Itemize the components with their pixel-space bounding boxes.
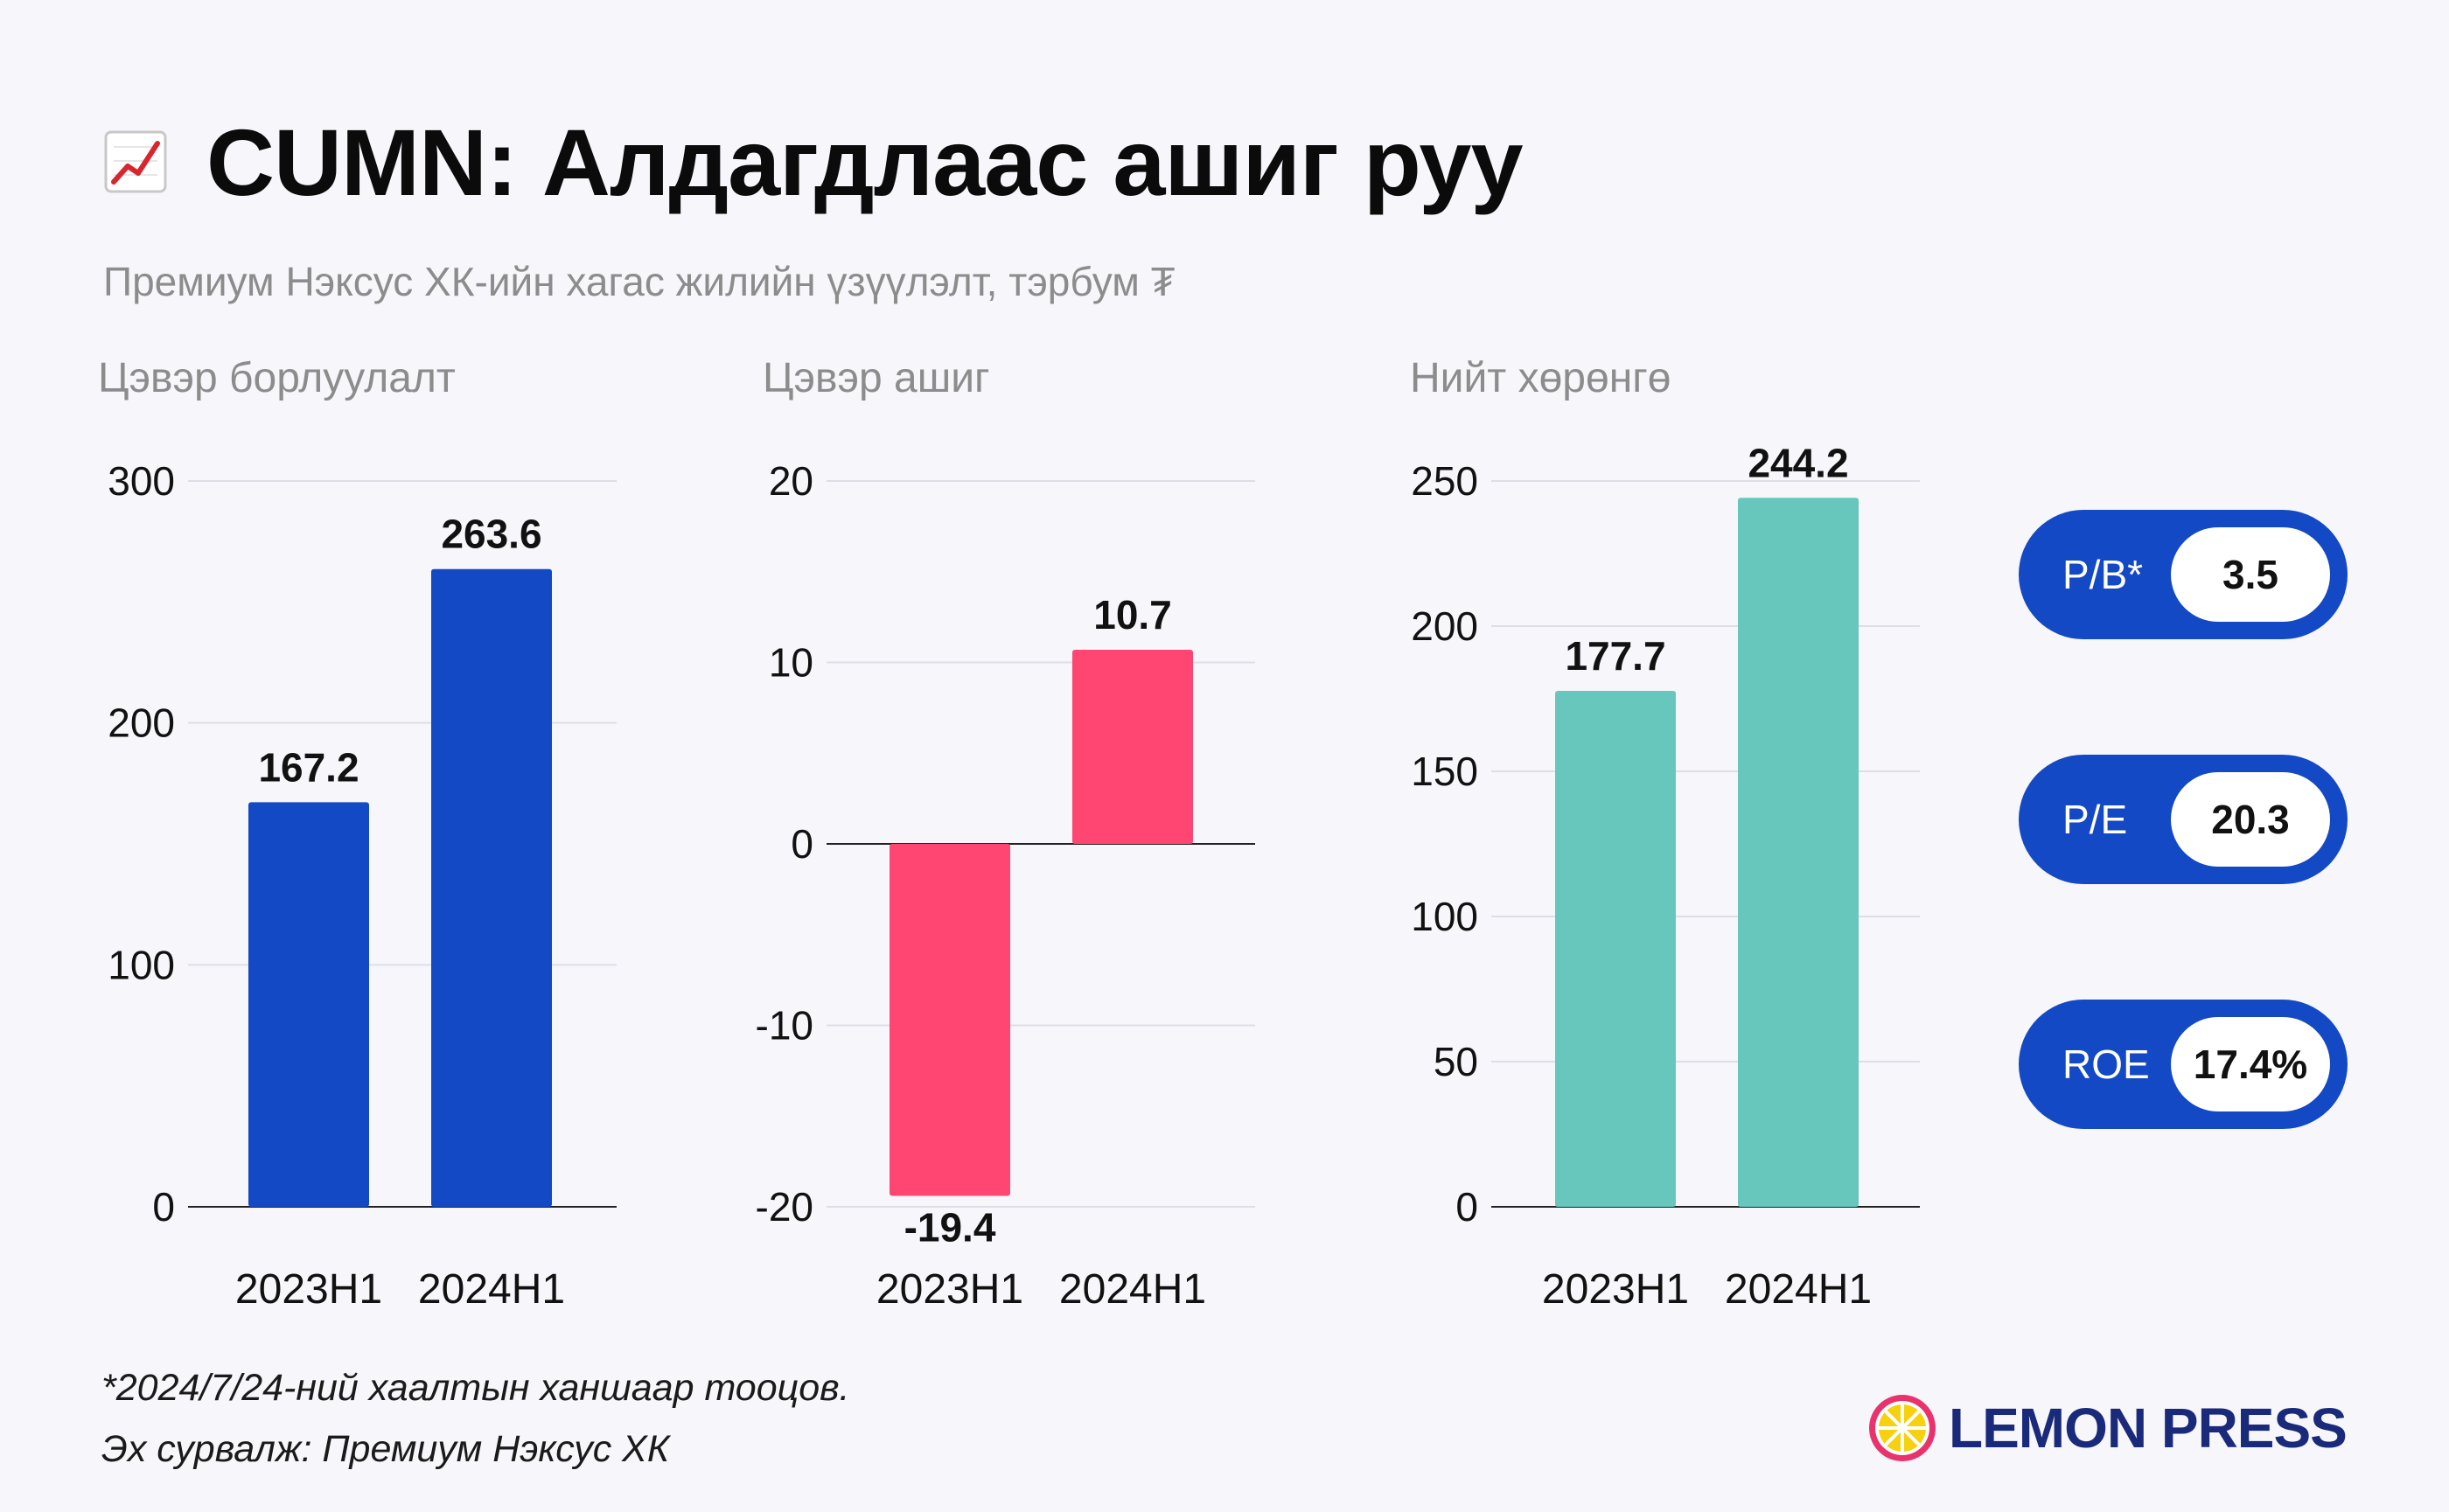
panel-title-sales: Цэвэр борлуулалт [98, 355, 456, 401]
logo-text: LEMON PRESS [1949, 1397, 2348, 1460]
y-tick-label: 50 [1434, 1039, 1478, 1084]
ratio-label-roe: ROE [2062, 1042, 2150, 1087]
bar-value-label: 177.7 [1565, 633, 1665, 679]
footnote: *2024/7/24-ний хаалтын ханшаар тооцов. Э… [101, 1357, 850, 1480]
x-category-label: 2023H1 [235, 1266, 382, 1313]
ratio-label-pe: P/E [2062, 797, 2128, 842]
bar-value-label: 263.6 [441, 512, 541, 557]
x-category-label: 2023H1 [876, 1266, 1023, 1313]
footnote-line-1: *2024/7/24-ний хаалтын ханшаар тооцов. [101, 1367, 850, 1409]
bar-value-label: 10.7 [1093, 592, 1172, 638]
y-tick-label: 20 [769, 458, 813, 504]
x-category-label: 2024H1 [418, 1266, 565, 1313]
y-tick-label: -20 [756, 1184, 813, 1230]
y-tick-label: 100 [1411, 894, 1478, 939]
x-category-label: 2023H1 [1542, 1266, 1689, 1313]
panel-title-assets: Нийт хөрөнгө [1410, 355, 1671, 401]
bar-value-label: 244.2 [1748, 440, 1848, 485]
y-tick-label: 200 [108, 700, 175, 746]
y-tick-label: 200 [1411, 603, 1478, 649]
chart-increasing-icon [104, 130, 167, 193]
bar [1072, 649, 1193, 844]
logo: LEMON PRESS [1866, 1392, 2348, 1464]
bar [1738, 498, 1859, 1207]
y-tick-label: -10 [756, 1003, 813, 1049]
y-tick-label: 250 [1411, 458, 1478, 504]
y-tick-label: 0 [1455, 1184, 1478, 1230]
bar [890, 844, 1010, 1196]
bar [431, 568, 552, 1207]
bar [248, 802, 369, 1207]
ratio-value-roe: 17.4% [2171, 1017, 2330, 1111]
ratio-pill-pe: P/E 20.3 [2019, 755, 2348, 884]
y-tick-label: 150 [1411, 749, 1478, 794]
ratio-pill-roe: ROE 17.4% [2019, 1000, 2348, 1129]
bar [1555, 691, 1676, 1207]
ratio-label-pb: P/B* [2062, 552, 2144, 597]
ratio-value-pe: 20.3 [2171, 772, 2330, 867]
lemon-slice-icon [1869, 1395, 1936, 1461]
y-tick-label: 0 [152, 1184, 175, 1230]
bar-value-label: 167.2 [258, 744, 359, 790]
y-tick-label: 10 [769, 640, 813, 686]
footnote-line-2: Эх сурвалж: Премиум Нэксус ХК [101, 1428, 670, 1470]
panel-title-profit: Цэвэр ашиг [763, 355, 990, 401]
y-tick-label: 0 [791, 821, 813, 867]
page-title: CUMN: Алдагдлаас ашиг руу [206, 108, 1524, 215]
page-subtitle: Премиум Нэксус ХК-ийн хагас жилийн үзүүл… [103, 259, 1176, 304]
ratio-value-pb: 3.5 [2171, 527, 2330, 622]
y-tick-label: 100 [108, 942, 175, 987]
title-row: CUMN: Алдагдлаас ашиг руу [103, 105, 1524, 219]
x-category-label: 2024H1 [1725, 1266, 1872, 1313]
bar-value-label: -19.4 [904, 1205, 996, 1251]
x-category-label: 2024H1 [1059, 1266, 1206, 1313]
y-tick-label: 300 [108, 458, 175, 504]
ratio-pill-pb: P/B* 3.5 [2019, 510, 2348, 639]
